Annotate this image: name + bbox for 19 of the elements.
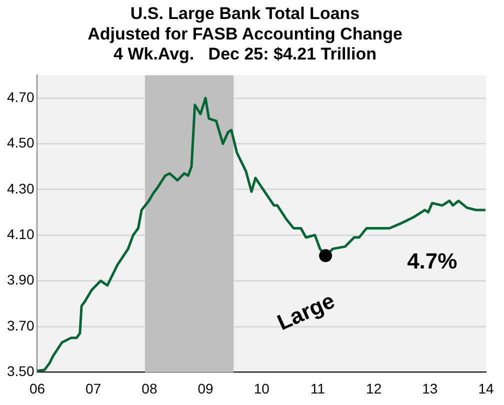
x-tick-label: 06 xyxy=(29,380,46,396)
y-tick-label: 3.70 xyxy=(7,317,34,334)
x-tick-label: 10 xyxy=(254,380,270,396)
annotation: 4.7% xyxy=(407,248,458,274)
y-tick-label: 3.50 xyxy=(7,363,34,380)
x-tick-label: 13 xyxy=(422,380,438,396)
chart-title: U.S. Large Bank Total Loans Adjusted for FASB Accounting Change 4 Wk.Avg. Dec 25: $4.21 Trillion xyxy=(88,4,402,64)
y-tick-label: 4.70 xyxy=(7,88,34,105)
x-tick-label: 08 xyxy=(142,380,158,396)
x-tick-label: 07 xyxy=(86,380,102,396)
y-tick-label: 4.10 xyxy=(7,226,34,242)
y-tick-label: 3.90 xyxy=(7,272,34,288)
annotation: Large xyxy=(273,288,338,336)
y-tick-label: 4.50 xyxy=(7,134,34,151)
y-tick-label: 4.30 xyxy=(7,180,34,196)
x-tick-label: 14 xyxy=(478,380,494,396)
x-tick-label: 11 xyxy=(310,380,326,396)
x-tick-label: 09 xyxy=(198,380,214,396)
x-tick-label: 12 xyxy=(366,380,382,396)
